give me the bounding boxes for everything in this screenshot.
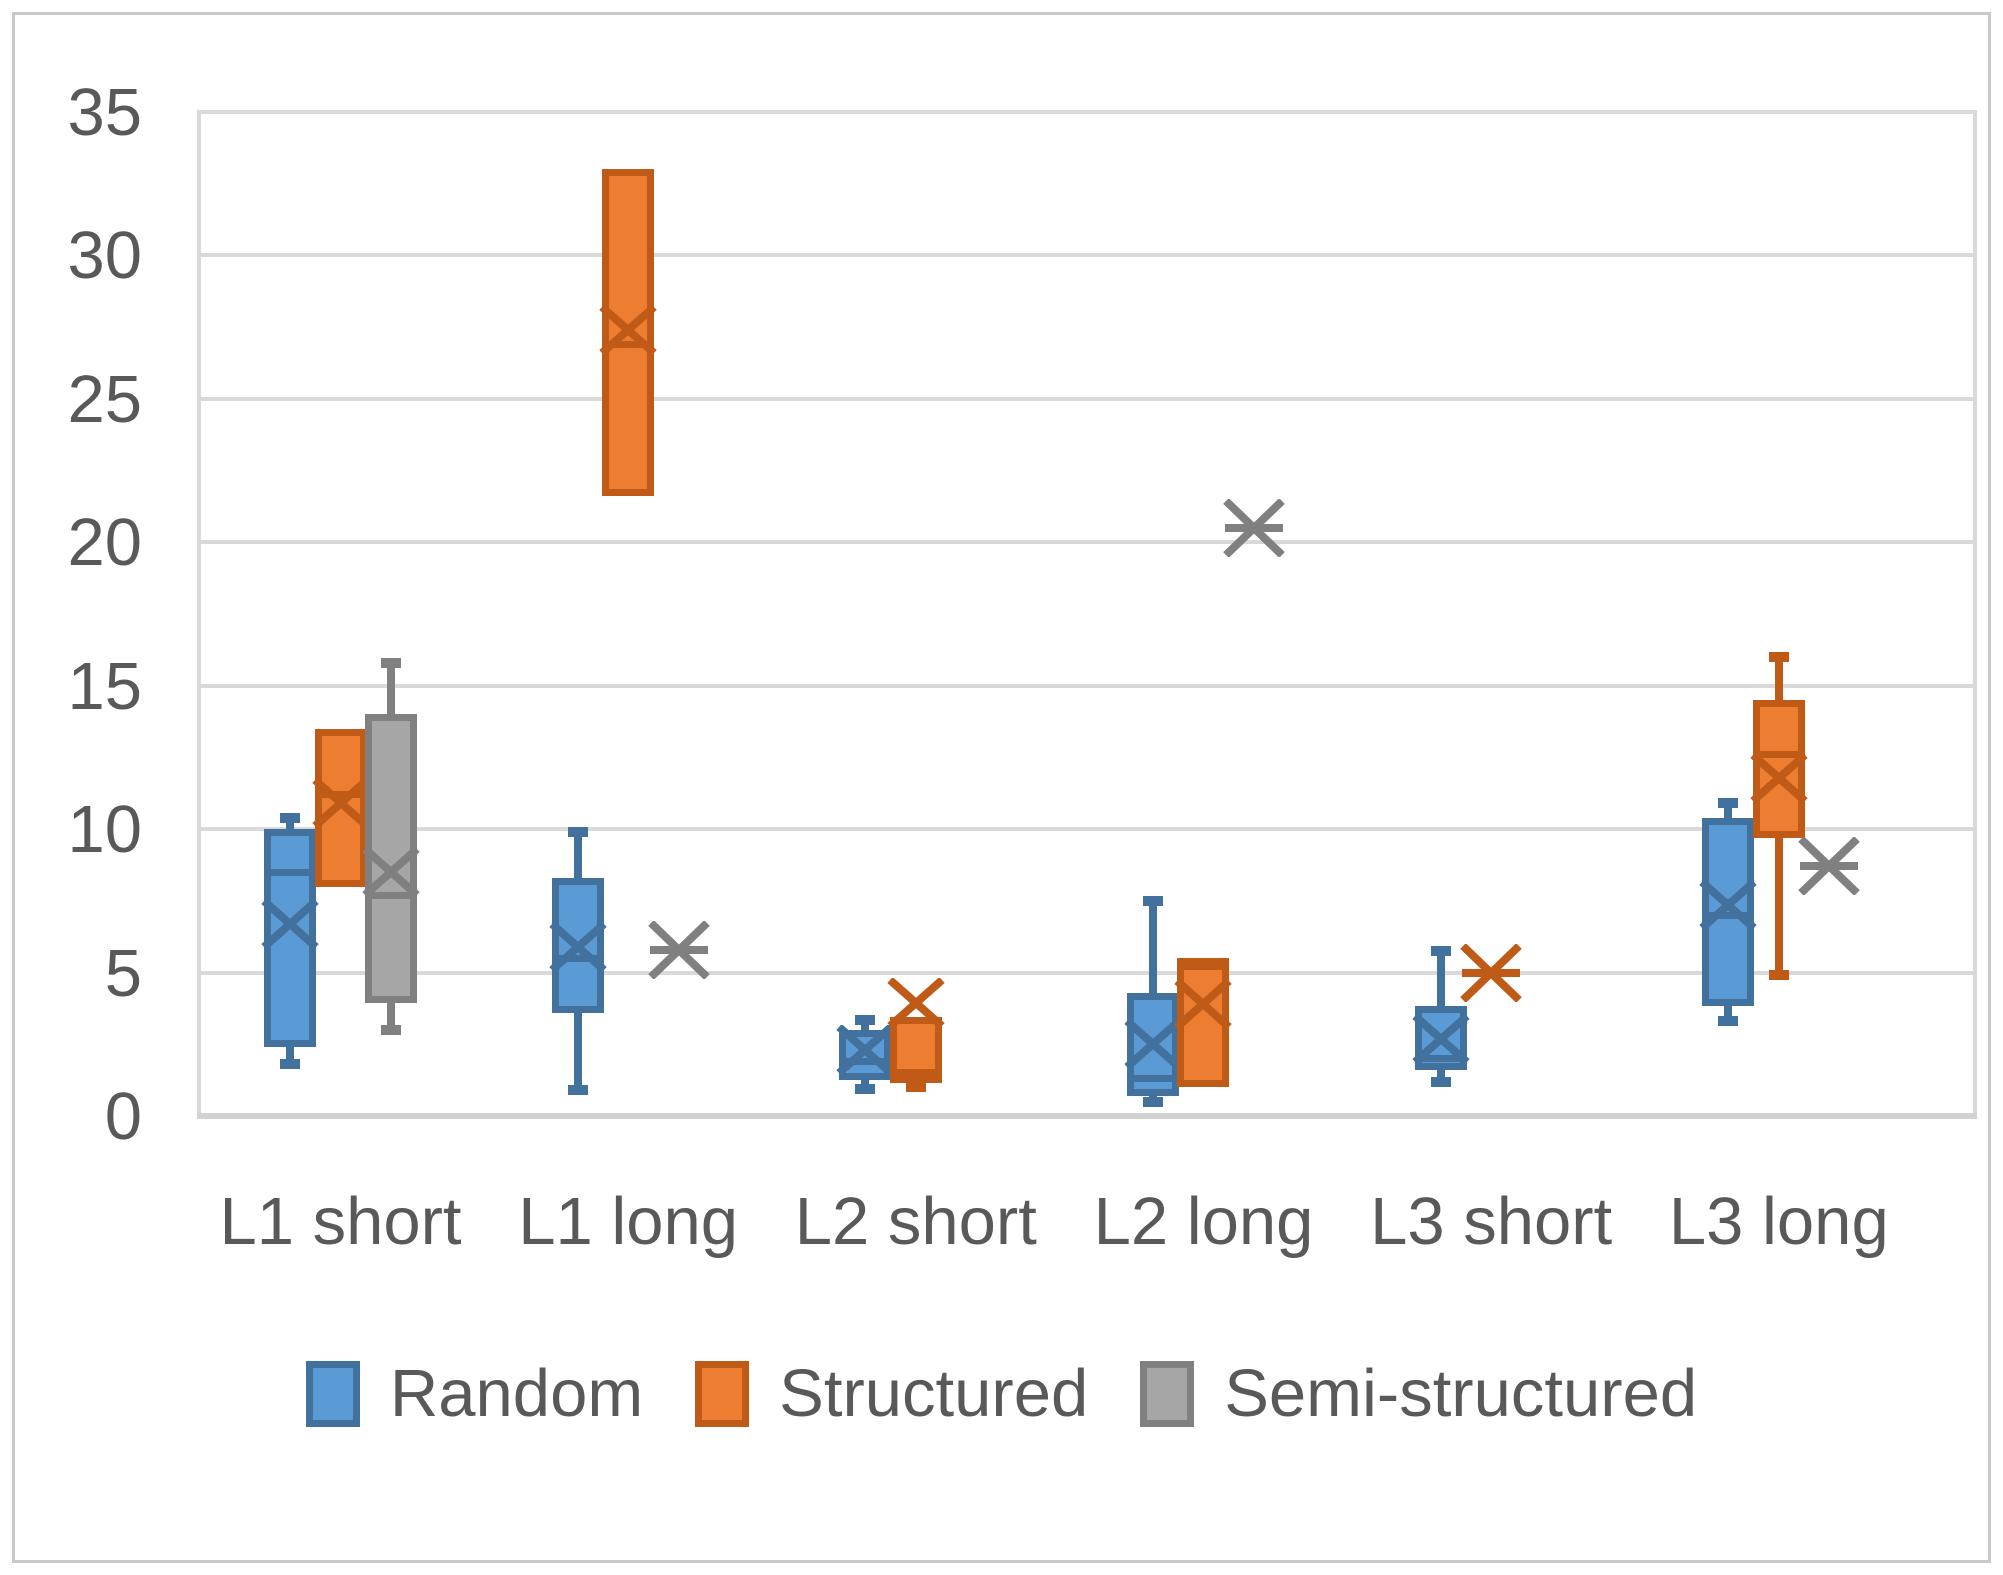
box-whisker-cap (280, 1059, 300, 1070)
mean-x-marker (1223, 498, 1285, 558)
box-whisker-stem (286, 1047, 294, 1065)
box-whisker-stem (1148, 900, 1157, 993)
legend-item: Structured (695, 1360, 1088, 1427)
box-whisker-cap (1430, 1076, 1451, 1087)
box-whisker-stem (387, 662, 395, 715)
mean-x-marker (1174, 978, 1233, 1031)
y-axis-tick-label: 5 (104, 935, 142, 1011)
box-whisker-stem (1724, 803, 1733, 818)
legend: Random Structured Semi-structured (0, 1360, 2003, 1427)
gridline (197, 110, 1977, 114)
plot-area (197, 110, 1977, 1119)
box-median-line (1128, 1075, 1177, 1083)
box-median-line (841, 1057, 890, 1065)
gridline (197, 683, 1977, 688)
legend-item: Random (305, 1356, 644, 1431)
box-whisker-cap (1718, 1016, 1739, 1027)
box-whisker-cap (1142, 895, 1163, 906)
box-whisker-stem (1724, 1005, 1733, 1022)
box-plot-box (1702, 817, 1755, 1006)
x-axis-category-label: L2 short (794, 1184, 1037, 1259)
mean-x-marker (1124, 1018, 1182, 1071)
gridline (197, 253, 1977, 258)
box-median-line (1704, 911, 1753, 919)
mean-x-marker (1750, 751, 1808, 804)
mean-x-marker (647, 919, 710, 980)
mean-x-marker (599, 304, 657, 356)
legend-label: Semi-structured (1224, 1356, 1698, 1431)
legend-swatch (305, 1360, 360, 1427)
y-axis-tick-label: 25 (67, 361, 142, 437)
box-whisker-cap (1768, 970, 1789, 981)
plot-left-border (197, 112, 201, 1116)
box-whisker-cap (855, 1014, 876, 1025)
box-median-line (553, 954, 602, 962)
box-median-line (316, 791, 365, 799)
x-axis-line (197, 1113, 1977, 1119)
gridline (197, 540, 1977, 545)
gridline (197, 970, 1977, 975)
y-axis-tick-label: 35 (67, 75, 142, 150)
x-axis-category-label: L2 long (1093, 1184, 1314, 1259)
box-median-line (367, 891, 415, 899)
box-whisker-cap (855, 1083, 876, 1094)
box-whisker-stem (861, 1019, 870, 1030)
box-whisker-cap (280, 812, 300, 823)
box-median-line (266, 868, 314, 876)
box-median-line (1754, 751, 1803, 759)
box-whisker-cap (567, 827, 588, 837)
mean-x-marker (311, 777, 370, 830)
box-whisker-stem (573, 832, 582, 878)
box-whisker-stem (286, 817, 294, 830)
mean-x-marker (1460, 942, 1522, 1003)
box-whisker-stem (1436, 951, 1445, 1006)
gridline (197, 396, 1977, 401)
box-whisker-cap (1768, 652, 1789, 663)
legend-label: Structured (779, 1356, 1089, 1431)
y-axis-tick-label: 20 (67, 505, 142, 581)
box-whisker-cap (905, 1082, 926, 1093)
box-whisker-cap (567, 1085, 588, 1096)
legend-swatch (1140, 1360, 1195, 1427)
box-whisker-stem (387, 1002, 395, 1030)
y-axis-tick-label: 15 (67, 648, 142, 724)
box-whisker-stem (1436, 1070, 1445, 1082)
mean-x-marker (362, 846, 420, 899)
box-whisker-cap (1142, 1096, 1163, 1107)
mean-x-marker (549, 920, 607, 973)
y-axis-tick-label: 30 (67, 218, 142, 294)
box-plot-box (1752, 700, 1805, 838)
mean-x-marker (1699, 879, 1757, 932)
box-median-line (1179, 963, 1228, 971)
legend-swatch (695, 1360, 750, 1427)
box-whisker-cap (1718, 798, 1739, 809)
x-axis-category-label: L3 long (1668, 1184, 1889, 1259)
mean-x-marker (1798, 836, 1861, 897)
box-whisker-stem (573, 1012, 582, 1091)
legend-item: Semi-structured (1140, 1360, 1697, 1427)
x-axis-category-label: L3 short (1370, 1184, 1613, 1259)
y-axis-tick-label: 0 (104, 1079, 142, 1154)
plot-right-border (1973, 112, 1977, 1116)
box-whisker-cap (381, 1024, 401, 1035)
legend-label: Random (389, 1356, 644, 1431)
mean-x-marker (836, 1024, 894, 1077)
x-axis-category-label: L1 long (518, 1184, 739, 1259)
gridline (197, 827, 1977, 832)
box-median-line (1416, 1055, 1465, 1063)
box-whisker-cap (381, 657, 401, 668)
box-whisker-stem (1774, 657, 1783, 701)
y-axis-tick-label: 10 (67, 792, 142, 868)
box-median-line (891, 1069, 940, 1077)
mean-x-marker (887, 976, 945, 1029)
box-median-line (604, 340, 653, 348)
box-whisker-cap (1430, 946, 1451, 957)
x-axis-category-label: L1 short (219, 1184, 462, 1259)
box-whisker-stem (1774, 837, 1783, 976)
box-plot-box (602, 169, 655, 497)
mean-x-marker (1411, 1012, 1470, 1065)
mean-x-marker (261, 897, 319, 950)
